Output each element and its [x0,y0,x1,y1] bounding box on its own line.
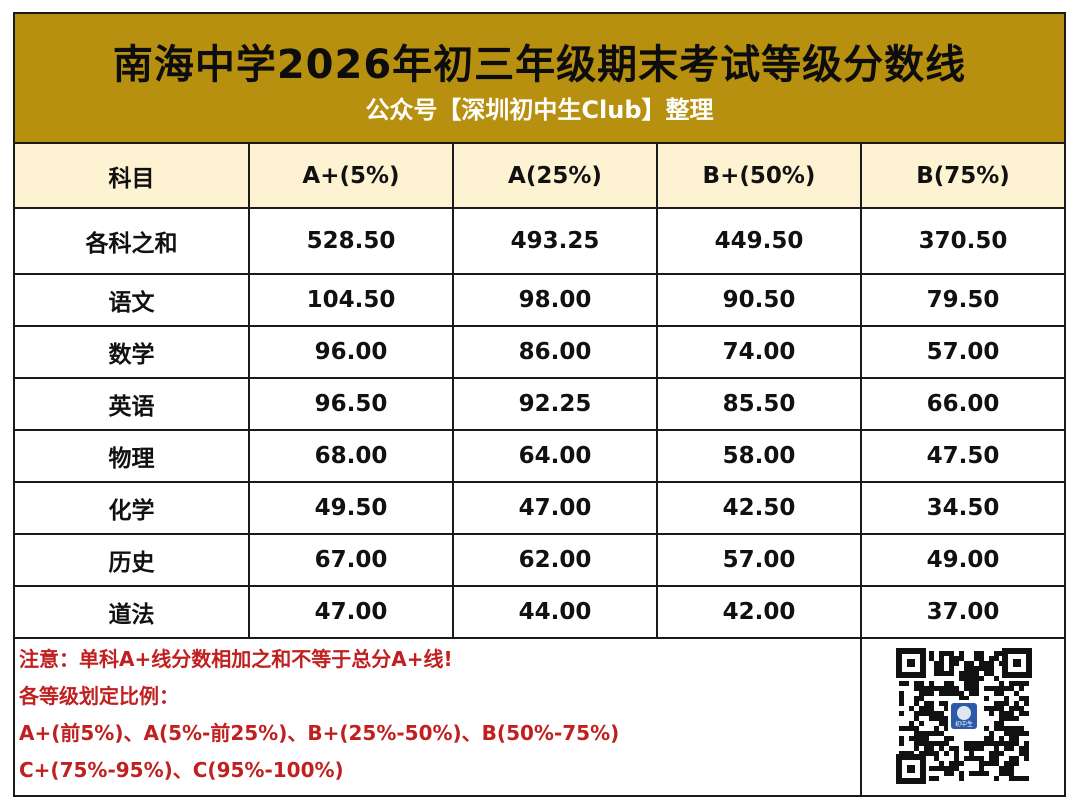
subject-cell: 英语 [15,377,250,431]
subject-cell: 物理 [15,429,250,483]
table-row: 历史 67.00 62.00 57.00 49.00 [15,533,1064,587]
score-cell: 64.00 [452,429,658,483]
score-cell: 79.50 [860,273,1064,327]
note-ratio-line-1: A+(前5%)、A(5%-前25%)、B+(25%-50%)、B(50%-75%… [19,721,620,745]
score-cell: 86.00 [452,325,658,379]
notes-block: 注意：单科A+线分数相加之和不等于总分A+线! 各等级划定比例： A+(前5%)… [19,641,849,789]
page-subtitle: 公众号【深圳初中生Club】整理 [365,96,714,124]
note-ratio-heading: 各等级划定比例： [19,684,179,708]
qr-finder-top-right [1002,648,1032,678]
score-cell: 57.00 [656,533,862,587]
qr-code-cell: 初中生 [860,635,1064,795]
score-cell: 68.00 [248,429,454,483]
score-cell: 449.50 [656,208,862,275]
score-cell: 90.50 [656,273,862,327]
subject-cell: 化学 [15,481,250,535]
score-cell: 58.00 [656,429,862,483]
subject-cell: 数学 [15,325,250,379]
score-cell: 49.00 [860,533,1064,587]
header-banner: 南海中学2026年初三年级期末考试等级分数线 公众号【深圳初中生Club】整理 [15,14,1064,144]
score-cell: 528.50 [248,208,454,275]
score-cell: 47.50 [860,429,1064,483]
score-cell: 92.25 [452,377,658,431]
score-cell: 104.50 [248,273,454,327]
score-cell: 47.00 [452,481,658,535]
qr-code-image: 初中生 [895,647,1033,785]
score-cell: 47.00 [248,585,454,639]
footer-notes-section: 注意：单科A+线分数相加之和不等于总分A+线! 各等级划定比例： A+(前5%)… [15,635,1064,795]
score-cell: 49.50 [248,481,454,535]
qr-finder-bottom-left [896,754,926,784]
column-header-a-plus: A+(5%) [248,144,454,209]
column-header-b: B(75%) [860,144,1064,209]
table-row: 化学 49.50 47.00 42.50 34.50 [15,481,1064,535]
score-cell: 67.00 [248,533,454,587]
score-cell: 57.00 [860,325,1064,379]
qr-logo-label: 初中生 [955,720,973,728]
page-title: 南海中学2026年初三年级期末考试等级分数线 [112,42,967,88]
score-cell: 62.00 [452,533,658,587]
score-cell: 74.00 [656,325,862,379]
table-header-row: 科目 A+(5%) A(25%) B+(50%) B(75%) [15,144,1064,209]
score-sheet: 南海中学2026年初三年级期末考试等级分数线 公众号【深圳初中生Club】整理 … [13,12,1066,797]
table-row: 物理 68.00 64.00 58.00 47.50 [15,429,1064,483]
score-cell: 42.50 [656,481,862,535]
column-header-a: A(25%) [452,144,658,209]
note-ratio-line-2: C+(75%-95%)、C(95%-100%) [19,758,344,782]
column-header-subject: 科目 [15,144,250,209]
score-cell: 85.50 [656,377,862,431]
score-cell: 370.50 [860,208,1064,275]
subject-cell: 各科之和 [15,208,250,275]
score-cell: 96.50 [248,377,454,431]
score-cell: 96.00 [248,325,454,379]
table-row-total: 各科之和 528.50 493.25 449.50 370.50 [15,208,1064,275]
qr-finder-top-left [896,648,926,678]
score-cell: 44.00 [452,585,658,639]
subject-cell: 道法 [15,585,250,639]
note-warning: 注意：单科A+线分数相加之和不等于总分A+线! [19,647,453,671]
score-cell: 98.00 [452,273,658,327]
score-cell: 37.00 [860,585,1064,639]
score-cell: 42.00 [656,585,862,639]
table-row: 数学 96.00 86.00 74.00 57.00 [15,325,1064,379]
subject-cell: 语文 [15,273,250,327]
score-cell: 66.00 [860,377,1064,431]
table-row: 英语 96.50 92.25 85.50 66.00 [15,377,1064,431]
grade-cutoff-table: 科目 A+(5%) A(25%) B+(50%) B(75%) 各科之和 528… [15,144,1064,639]
subject-cell: 历史 [15,533,250,587]
column-header-b-plus: B+(50%) [656,144,862,209]
score-cell: 493.25 [452,208,658,275]
table-row: 道法 47.00 44.00 42.00 37.00 [15,585,1064,639]
table-row: 语文 104.50 98.00 90.50 79.50 [15,273,1064,327]
score-cell: 34.50 [860,481,1064,535]
